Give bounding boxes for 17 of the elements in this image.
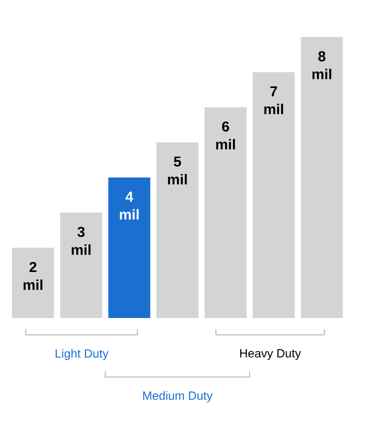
data-label: 7 mil [264, 86, 284, 114]
bar [252, 72, 295, 318]
text: Light Duty [56, 348, 108, 360]
data-label: 6 mil [216, 121, 235, 150]
data-label: 3 mil [72, 226, 90, 255]
text: Medium Duty [143, 391, 213, 402]
bar [12, 248, 54, 318]
data-label: 5 mil [168, 156, 187, 184]
bar [300, 37, 343, 318]
data-label: 4 mil [120, 192, 139, 220]
text: Heavy Duty [240, 349, 301, 360]
bar [204, 107, 247, 318]
bar [108, 178, 150, 318]
data-label: 2 mil [24, 262, 42, 290]
bar [60, 212, 102, 318]
data-label: 8 mil [312, 51, 332, 80]
bar [156, 142, 198, 318]
